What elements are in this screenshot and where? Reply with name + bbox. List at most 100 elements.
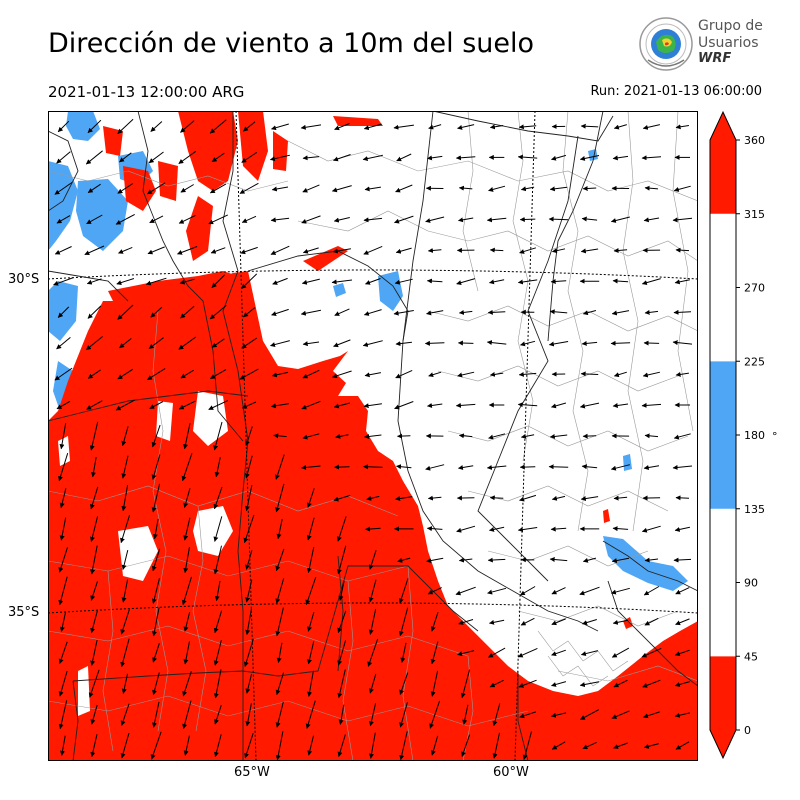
wind-arrow [580, 371, 599, 377]
wind-arrow [369, 732, 376, 759]
colorbar-tick-label: 0 [744, 724, 751, 737]
province-boundaries [48, 111, 698, 761]
wind-arrow [243, 514, 255, 544]
wind-arrow [333, 154, 351, 162]
wind-arrow [117, 118, 134, 134]
wind-arrow [550, 712, 567, 718]
wind-arrow [486, 464, 507, 470]
wind-arrow [488, 647, 506, 658]
wind-arrow [60, 735, 66, 756]
white-hole-2 [118, 526, 158, 581]
wind-arrow [301, 464, 321, 470]
wind-arrow [613, 742, 628, 749]
red-area-e-dot [603, 509, 610, 523]
wind-arrow [90, 486, 99, 510]
wind-arrow [338, 580, 345, 601]
wind-arrow [117, 368, 134, 380]
wind-arrow [489, 679, 504, 688]
wind-arrow [486, 340, 507, 346]
wind-arrow [581, 340, 598, 346]
wind-arrow [612, 278, 629, 284]
wind-arrow [272, 277, 288, 285]
wind-arrow [306, 546, 315, 573]
wind-arrow [675, 618, 690, 626]
wind-arrow [581, 464, 598, 470]
wind-arrow [337, 640, 347, 666]
wind-arrow [363, 123, 382, 131]
wind-arrow [332, 370, 352, 379]
wind-arrow [333, 217, 350, 223]
wind-arrow [117, 183, 134, 194]
wind-arrow [146, 182, 166, 195]
wind-arrow [209, 369, 227, 380]
wind-arrow [271, 186, 289, 192]
lat-label-30s: 30°S [8, 272, 40, 287]
wind-arrow [56, 151, 71, 164]
colorbar-tick-label: 270 [744, 282, 765, 295]
wind-arrow [120, 703, 130, 726]
wind-arrow [427, 402, 443, 408]
wind-arrow [245, 703, 252, 727]
wind-arrow [117, 304, 134, 320]
wind-arrow [214, 457, 221, 478]
wind-arrow [180, 305, 195, 319]
wind-arrow [612, 526, 629, 532]
wind-arrow [641, 278, 661, 286]
wind-arrow [209, 119, 227, 134]
wind-arrow [270, 403, 290, 409]
wind-arrow [644, 185, 659, 191]
wind-arrow [579, 402, 600, 409]
wind-arrow [307, 735, 314, 756]
wind-arrow [301, 278, 320, 285]
lat-label-35s: 35°S [8, 605, 40, 620]
colorbar-bin [710, 508, 736, 657]
wind-arrow [85, 150, 103, 165]
wind-arrow [337, 545, 347, 575]
wind-arrow [306, 517, 315, 541]
wind-arrow [208, 400, 229, 410]
wind-arrow [398, 578, 409, 604]
red-area-north3 [273, 131, 288, 171]
wind-arrow [456, 278, 476, 286]
red-area-ne-strip [333, 116, 383, 126]
wind-arrow [643, 465, 660, 470]
wind-arrow [551, 495, 566, 501]
wind-arrow [395, 247, 412, 254]
wind-arrow [90, 734, 98, 758]
wind-arrow [211, 338, 225, 348]
wind-arrow [399, 672, 409, 695]
wind-arrow [426, 278, 443, 284]
wind-arrow [430, 670, 439, 697]
wind-arrow [331, 279, 353, 285]
wind-arrow [396, 153, 412, 162]
wind-arrow [368, 703, 377, 727]
wind-arrow [241, 151, 257, 163]
colorbar-unit: ° [772, 430, 778, 443]
wind-arrow [245, 673, 253, 694]
logo-line-3: WRF [698, 51, 732, 66]
wind-arrow [90, 581, 98, 601]
boundary-h [547, 111, 604, 342]
wind-arrow [87, 119, 102, 134]
red-area-north5 [123, 166, 156, 211]
wind-arrow [644, 309, 659, 315]
wind-arrow [518, 679, 537, 688]
wind-arrow [365, 278, 381, 285]
wind-arrow [551, 154, 567, 161]
wind-arrow [146, 368, 166, 381]
wind-arrow [551, 248, 566, 254]
wind-arrow [457, 371, 475, 378]
wind-arrow [183, 546, 190, 574]
wind-arrow [674, 712, 690, 718]
boundary-g [477, 135, 579, 582]
wind-arrow [551, 649, 566, 656]
wind-arrow [582, 741, 597, 750]
boundary-c [237, 440, 249, 671]
wind-arrow [673, 433, 691, 440]
wind-arrow [458, 185, 473, 191]
wind-arrow [424, 340, 445, 346]
wind-arrow [151, 424, 161, 448]
blue-area-ne-dot [588, 149, 598, 161]
wind-arrow [368, 579, 377, 603]
wind-arrow [426, 310, 444, 316]
